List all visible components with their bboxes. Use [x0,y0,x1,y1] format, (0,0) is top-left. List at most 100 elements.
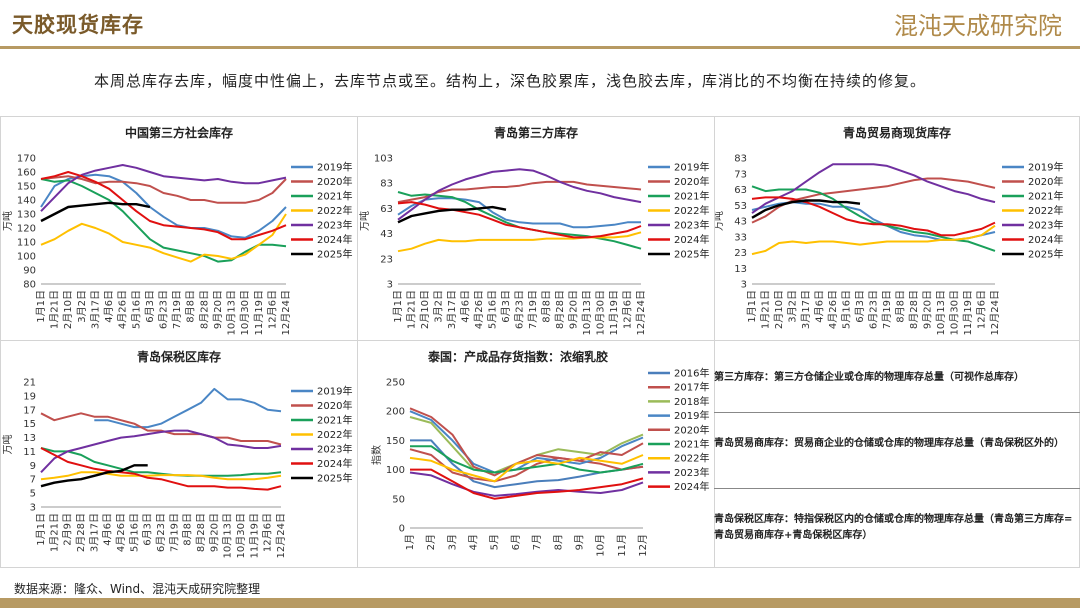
y-tick-label: 43 [380,229,393,240]
y-tick-label: 160 [17,168,36,179]
x-tick-label: 2月 [425,534,437,550]
chart-title: 泰国：产成品存货指数：浓缩乳胶 [427,349,608,364]
x-tick-label: 11月19日 [248,513,260,558]
y-tick-label: 250 [386,378,405,389]
x-tick-label: 8月8日 [541,290,553,323]
x-tick-label: 6月3日 [500,290,512,323]
y-tick-label: 140 [17,196,36,207]
series-line-2019年 [94,387,282,429]
x-tick-label: 6月 [510,534,522,550]
x-tick-label: 7月 [531,534,543,550]
y-tick-label: 90 [23,266,36,277]
x-tick-label: 3月2日 [76,290,88,323]
legend-label: 2021年 [317,190,352,203]
x-tick-label: 9月 [573,534,585,550]
legend-label: 2025年 [317,472,352,485]
legend-label: 2024年 [317,233,352,246]
legend-label: 2023年 [1028,219,1063,232]
legend-label: 2019年 [1028,161,1063,174]
legend-label: 2020年 [317,399,352,412]
chart-panel-1: 中国第三方社会库存 80 90 100 110 120 130 140 150 160 170 万吨 1… [0,116,359,342]
x-tick-label: 4月6日 [814,290,826,323]
y-tick-label: 5 [30,489,36,500]
y-tick-label: 15 [23,419,36,430]
note-divider [714,412,1080,413]
x-tick-label: 12月24日 [280,290,292,335]
top-bar: 天胶现货库存 混沌天成研究院 [0,0,1080,47]
y-tick-label: 11 [23,447,36,458]
series-line-2025年 [751,199,861,219]
x-tick-label: 6月3日 [854,290,866,323]
legend-label: 2025年 [1028,248,1063,261]
series-line-2020年 [40,412,282,446]
x-tick-label: 1月1日 [35,290,47,323]
x-tick-label: 5月16日 [841,290,853,329]
chart-title: 青岛保税区库存 [137,349,221,364]
y-tick-label: 83 [734,154,747,165]
x-tick-label: 12月6日 [266,290,278,329]
legend-label: 2022年 [317,204,352,217]
y-tick-label: 100 [17,252,36,263]
x-tick-label: 11月19日 [962,290,974,335]
x-tick-label: 1月21日 [49,290,61,329]
legend-label: 2023年 [674,466,709,479]
chart-qingdao-bonded: 青岛保税区库存 3 5 7 9 11 13 15 17 19 21 万吨 1月1日 1月21日 2月9日 2月… [1,349,352,558]
y-tick-label: 9 [30,461,36,472]
y-axis-label: 万吨 [358,211,371,231]
x-tick-label: 3月2日 [787,290,799,323]
legend-label: 2023年 [317,443,352,456]
x-tick-label: 4月6日 [103,290,115,323]
y-tick-label: 63 [380,204,393,215]
series-line-2020年 [409,407,644,477]
x-tick-label: 7月19日 [171,290,183,329]
note-third-party: 第三方库存：第三方仓储企业或仓库的物理库存总量（可视作总库存） [714,372,1024,383]
legend-label: 2019年 [674,409,709,422]
note-bonded: 青岛保税区库存：特指保税区内的仓储或仓库的物理库存总量（青岛第三方库存=青岛贸易… [714,514,1073,541]
legend-label: 2020年 [317,175,352,188]
x-tick-label: 9月20日 [208,513,220,552]
x-tick-label: 6月23日 [514,290,526,329]
y-tick-label: 103 [374,154,393,165]
y-axis-label: 万吨 [1,435,14,455]
legend-label: 2019年 [317,161,352,174]
y-tick-label: 150 [17,182,36,193]
legend-label: 2024年 [674,233,709,246]
x-tick-label: 4月6日 [102,513,114,546]
x-tick-label: 1月1日 [392,290,404,323]
x-tick-label: 11月19日 [253,290,265,335]
legend-label: 2020年 [1028,175,1063,188]
x-tick-label: 12月6日 [622,290,634,329]
legend-label: 2018年 [674,395,709,408]
series-line-2021年 [410,445,644,474]
series-line-2020年 [40,175,287,204]
note-divider [714,488,1080,489]
chart-qingdao-third-party: 青岛第三方库存 3 23 43 63 83 103 万吨 1月1日 1月21日 2月10日 3月2日 3… [358,125,709,335]
series-line-2025年 [40,201,151,223]
y-tick-label: 19 [23,391,36,402]
legend-label: 2021年 [674,190,709,203]
x-tick-label: 9月20日 [922,290,934,329]
y-tick-label: 50 [392,494,405,505]
series-line-2022年 [40,471,282,481]
x-tick-label: 6月3日 [142,513,154,546]
x-tick-label: 1月21日 [760,290,772,329]
header-divider [0,46,1080,49]
y-tick-label: 110 [17,238,36,249]
y-tick-label: 3 [30,503,36,514]
chart-thailand-latex-index: 泰国：产成品存货指数：浓缩乳胶 0 50 100 150 200 250 指数 1月 2月 3月 4月… [370,349,709,557]
series-line-2025年 [40,464,148,488]
legend-label: 2021年 [674,438,709,451]
y-axis-label: 万吨 [1,211,14,231]
footer-bar [0,598,1080,608]
series-line-2022年 [751,224,996,256]
y-tick-label: 83 [380,179,393,190]
y-tick-label: 170 [17,154,36,165]
series-line-2021年 [40,178,287,263]
x-tick-label: 12月24日 [275,513,287,558]
x-tick-label: 3月 [446,534,458,550]
series-line-2023年 [40,429,282,473]
chart-panel-4: 青岛保税区库存 3 5 7 9 11 13 15 17 19 21 万吨 1月1日 1月21日 2月9日 2月… [0,340,359,568]
series-line-2021年 [40,447,282,477]
x-tick-label: 8月28日 [554,290,566,329]
legend-label: 2025年 [317,248,352,261]
